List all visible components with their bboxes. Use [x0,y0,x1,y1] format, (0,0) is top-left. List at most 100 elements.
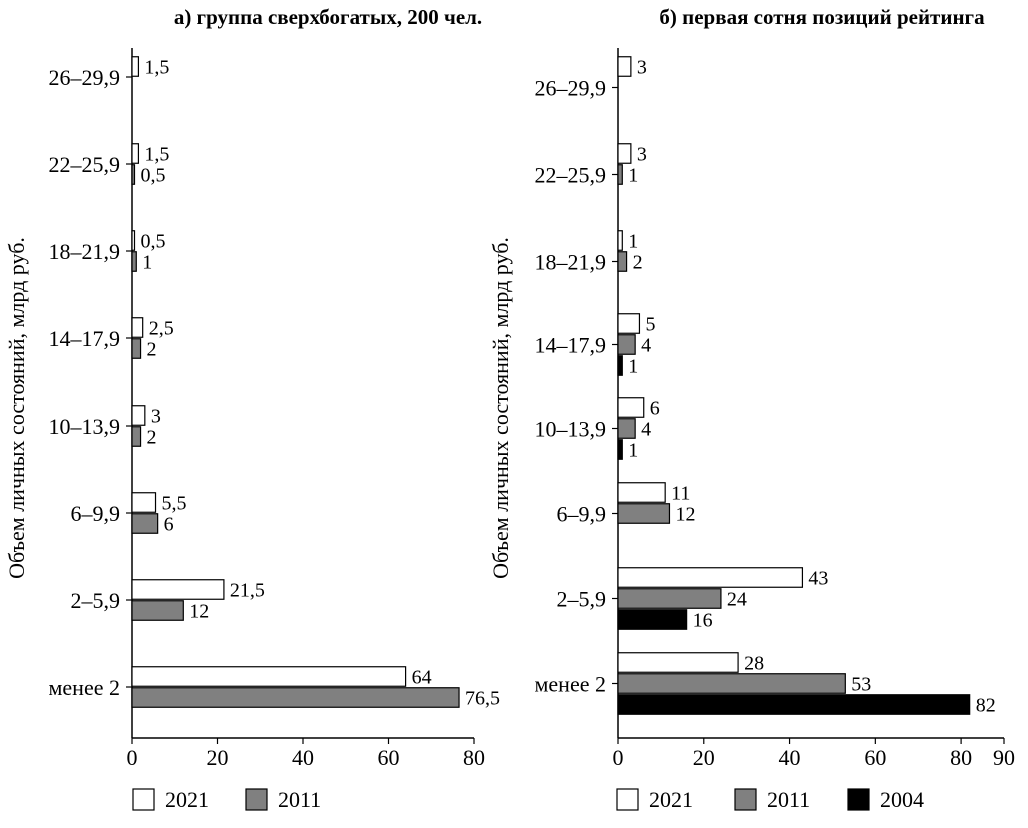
category-label: 10–13,9 [535,417,607,442]
bar-2021 [617,313,641,334]
category-label: 22–25,9 [535,163,607,188]
category-label: менее 2 [535,672,607,697]
data-label: 11 [671,483,690,505]
x-tick-label: 0 [127,745,138,770]
bar-2021 [617,482,666,503]
category-label: 14–17,9 [49,326,121,351]
data-label: 1 [628,356,638,378]
bar-2011 [617,673,846,694]
legend-label: 2011 [278,787,321,812]
bar-2021 [131,317,144,338]
category-label: 26–29,9 [535,76,607,101]
data-label: 28 [744,653,764,675]
bar-2021 [131,492,157,513]
bar-2011 [131,164,136,185]
y-axis-title: Объем личных состояний, млрд руб. [488,237,513,579]
legend-label: 2004 [880,787,924,812]
chart-title: а) группа сверхбогатых, 200 чел. [174,5,482,29]
data-label: 16 [693,610,713,632]
data-label: 1,5 [144,57,169,79]
bar-2004 [617,439,623,460]
data-label: 3 [637,144,647,166]
data-label: 4 [641,419,651,441]
x-tick-label: 80 [950,745,972,770]
x-tick-label: 60 [378,745,400,770]
legend-label: 2021 [165,787,209,812]
data-label: 24 [727,589,747,611]
bar-2011 [617,164,623,185]
legend-swatch-2011 [734,788,757,811]
category-label: менее 2 [49,675,121,700]
bar-2021 [131,666,407,687]
data-label: 5,5 [162,493,187,515]
data-label: 1 [628,440,638,462]
bar-2011 [617,503,671,524]
category-label: 6–9,9 [71,501,121,526]
bar-2021 [131,230,136,251]
bar-2021 [617,652,739,673]
legend-swatch-2011 [245,788,268,811]
data-label: 2,5 [149,318,174,340]
bar-2021 [131,405,146,426]
category-label: 18–21,9 [535,250,607,275]
bar-2004 [617,609,688,630]
data-label: 21,5 [230,580,265,602]
data-label: 2 [633,252,643,274]
data-label: 1 [142,252,152,274]
data-label: 1 [628,231,638,253]
data-label: 1 [628,165,638,187]
x-tick-label: 40 [779,745,801,770]
x-tick-label: 20 [207,745,229,770]
bar-2021 [617,143,632,164]
bar-2011 [131,338,142,359]
legend-swatch-2004 [847,788,870,811]
bar-2021 [131,56,140,77]
category-label: 26–29,9 [49,65,121,90]
data-label: 64 [412,667,432,689]
chart-title: б) первая сотня позиций рейтинга [659,5,985,29]
bar-2011 [131,600,184,621]
data-label: 4 [641,335,651,357]
data-label: 12 [189,601,209,623]
x-tick-label: 0 [613,745,624,770]
y-axis-title: Объем личных состояний, млрд руб. [4,237,29,579]
bar-2011 [131,426,142,447]
bar-2021 [617,56,632,77]
bar-2021 [131,143,140,164]
bar-2011 [131,251,137,272]
bar-2011 [617,588,722,609]
bar-2004 [617,355,623,376]
x-tick-label: 80 [463,745,485,770]
legend-label: 2011 [767,787,810,812]
x-tick-label: 90 [993,745,1015,770]
x-tick-label: 40 [292,745,314,770]
bar-2011 [617,334,636,355]
bar-2021 [617,567,804,588]
data-label: 43 [808,568,828,590]
category-label: 22–25,9 [49,152,121,177]
data-label: 82 [976,695,996,717]
bar-2004 [617,694,971,715]
bar-2021 [617,230,623,251]
category-label: 2–5,9 [557,587,607,612]
category-label: 6–9,9 [557,502,607,527]
data-label: 6 [164,514,174,536]
legend-swatch-2021 [616,788,639,811]
bar-2021 [131,579,225,600]
data-label: 0,5 [141,231,166,253]
data-label: 2 [147,339,157,361]
data-label: 3 [637,57,647,79]
bar-2011 [131,513,159,534]
bar-2011 [617,418,636,439]
category-label: 14–17,9 [535,333,607,358]
data-label: 12 [675,504,695,526]
bar-2021 [617,397,645,418]
category-label: 18–21,9 [49,239,121,264]
data-label: 1,5 [144,144,169,166]
data-label: 5 [645,314,655,336]
data-label: 0,5 [141,165,166,187]
data-label: 6 [650,398,660,420]
category-label: 10–13,9 [49,414,121,439]
data-label: 3 [151,406,161,428]
